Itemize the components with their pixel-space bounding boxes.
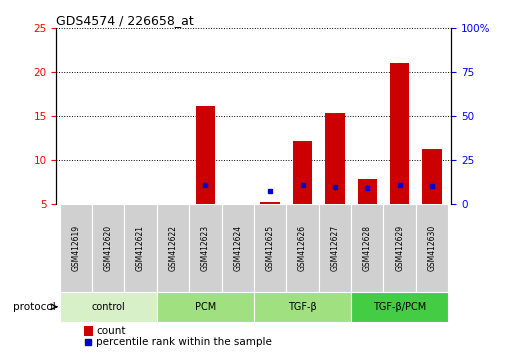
Text: GSM412621: GSM412621	[136, 225, 145, 271]
Text: GSM412627: GSM412627	[330, 225, 340, 271]
Bar	[358, 179, 377, 204]
Bar	[92, 204, 125, 292]
Text: GSM412630: GSM412630	[427, 225, 437, 271]
Text: TGF-β/PCM: TGF-β/PCM	[373, 302, 426, 312]
Bar	[416, 204, 448, 292]
Text: GSM412626: GSM412626	[298, 225, 307, 271]
Text: PCM: PCM	[195, 302, 216, 312]
Bar	[286, 204, 319, 292]
Bar	[293, 141, 312, 204]
Text: protocol: protocol	[13, 302, 56, 312]
Bar	[390, 63, 409, 204]
Text: GSM412620: GSM412620	[104, 225, 113, 271]
Text: count: count	[96, 326, 126, 336]
Bar	[254, 292, 351, 322]
Bar	[60, 292, 157, 322]
Bar	[383, 204, 416, 292]
Bar	[351, 292, 448, 322]
Bar	[84, 326, 93, 336]
Bar	[254, 204, 286, 292]
Text: control: control	[91, 302, 125, 312]
Text: percentile rank within the sample: percentile rank within the sample	[96, 337, 272, 347]
Text: GSM412622: GSM412622	[168, 225, 177, 271]
Bar	[189, 204, 222, 292]
Bar	[351, 204, 383, 292]
Text: GSM412624: GSM412624	[233, 225, 242, 271]
Text: GSM412623: GSM412623	[201, 225, 210, 271]
Bar	[261, 202, 280, 204]
Text: GSM412619: GSM412619	[71, 225, 81, 271]
Bar	[422, 149, 442, 204]
Bar	[222, 204, 254, 292]
Bar	[125, 204, 157, 292]
Text: GSM412629: GSM412629	[395, 225, 404, 271]
Text: TGF-β: TGF-β	[288, 302, 317, 312]
Text: GDS4574 / 226658_at: GDS4574 / 226658_at	[56, 14, 194, 27]
Bar	[195, 105, 215, 204]
Text: GSM412628: GSM412628	[363, 225, 372, 271]
Bar	[60, 204, 92, 292]
Bar	[325, 114, 345, 204]
Bar	[157, 292, 254, 322]
Text: GSM412625: GSM412625	[266, 225, 274, 271]
Bar	[157, 204, 189, 292]
Bar	[319, 204, 351, 292]
